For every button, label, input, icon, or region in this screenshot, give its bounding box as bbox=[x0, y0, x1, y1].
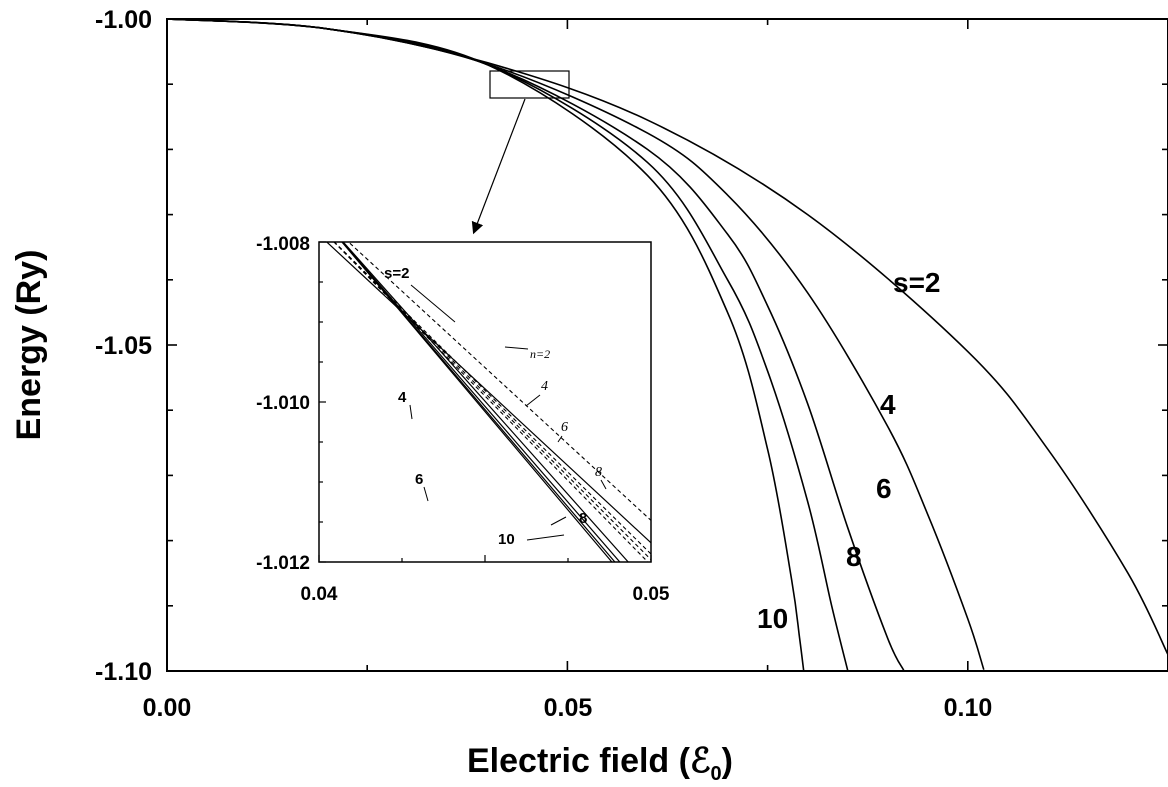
inset-solid-line-6 bbox=[341, 242, 621, 562]
inset-dashed-line-2 bbox=[347, 242, 651, 521]
inset-leader-line bbox=[557, 435, 563, 443]
inset-leader-line bbox=[504, 346, 529, 350]
main-curve-label: 10 bbox=[757, 603, 788, 634]
inset-y-tick-label: -1.010 bbox=[256, 393, 310, 414]
x-axis-title-subscript: 0 bbox=[711, 763, 722, 785]
main-curve-label: 6 bbox=[876, 473, 892, 504]
y-tick-label: -1.00 bbox=[95, 6, 152, 34]
inset-dashed-line-8 bbox=[333, 242, 649, 562]
main-curve-label: s=2 bbox=[893, 267, 941, 298]
y-tick-label: -1.10 bbox=[95, 658, 152, 686]
inset-curve-labels: s=2 4 6 8 10 n=2 4 6 8 bbox=[384, 265, 607, 548]
inset-solid-label: 8 bbox=[579, 510, 587, 527]
x-axis-title-text: Electric field (ℰ bbox=[467, 742, 711, 780]
inset-solid-label: 10 bbox=[498, 531, 515, 548]
inset-solid-label: 6 bbox=[415, 471, 423, 488]
inset-solid-label: 4 bbox=[398, 389, 407, 406]
inset-leader-line bbox=[600, 479, 607, 490]
inset-leader-line bbox=[423, 486, 429, 502]
inset-leader-line bbox=[525, 394, 541, 407]
inset-x-tick-label: 0.05 bbox=[633, 584, 670, 605]
inset-curves bbox=[325, 242, 651, 562]
inset-dashed-label: 8 bbox=[595, 465, 602, 480]
inset-leader-line bbox=[410, 284, 456, 323]
zoom-arrow bbox=[471, 98, 526, 235]
inset-leader-line bbox=[550, 516, 567, 526]
main-plot-frame bbox=[166, 18, 1168, 672]
curve-s-10 bbox=[166, 18, 805, 671]
main-curve-labels: s=2 4 6 8 10 bbox=[757, 267, 941, 634]
inset-leader-line bbox=[409, 404, 413, 420]
main-curves bbox=[166, 18, 1168, 671]
inset-dashed-label: n=2 bbox=[530, 347, 550, 361]
inset-y-tick-label: -1.012 bbox=[256, 553, 310, 574]
curve-s-2 bbox=[166, 18, 1168, 656]
inset-solid-line-4 bbox=[342, 242, 630, 562]
inset-dashed-line-6 bbox=[333, 242, 651, 560]
inset-dashed-line-4 bbox=[333, 242, 651, 555]
inset-dashed-label: 6 bbox=[561, 420, 568, 435]
inset-solid-line-2 bbox=[325, 242, 651, 544]
y-tick-label: -1.05 bbox=[95, 332, 152, 360]
inset-tick-marks bbox=[318, 241, 652, 563]
inset-solid-label: s=2 bbox=[384, 265, 409, 282]
inset-dashed-label: 4 bbox=[541, 379, 548, 394]
x-tick-label: 0.00 bbox=[143, 694, 192, 722]
inset-solid-line-10 bbox=[341, 242, 613, 562]
x-axis-title: Electric field (ℰ0) bbox=[467, 742, 733, 785]
x-axis-title-close: ) bbox=[722, 742, 733, 780]
main-tick-marks bbox=[166, 18, 1168, 672]
inset-x-tick-label: 0.04 bbox=[301, 584, 338, 605]
inset-y-tick-label: -1.008 bbox=[256, 234, 310, 255]
x-tick-label: 0.10 bbox=[944, 694, 993, 722]
x-tick-label: 0.05 bbox=[544, 694, 593, 722]
main-curve-label: 4 bbox=[880, 389, 896, 420]
inset-leader-line bbox=[526, 534, 565, 541]
y-axis-title: Energy (Ry) bbox=[10, 250, 48, 441]
main-curve-label: 8 bbox=[846, 541, 862, 572]
zoom-region-box bbox=[489, 70, 570, 99]
